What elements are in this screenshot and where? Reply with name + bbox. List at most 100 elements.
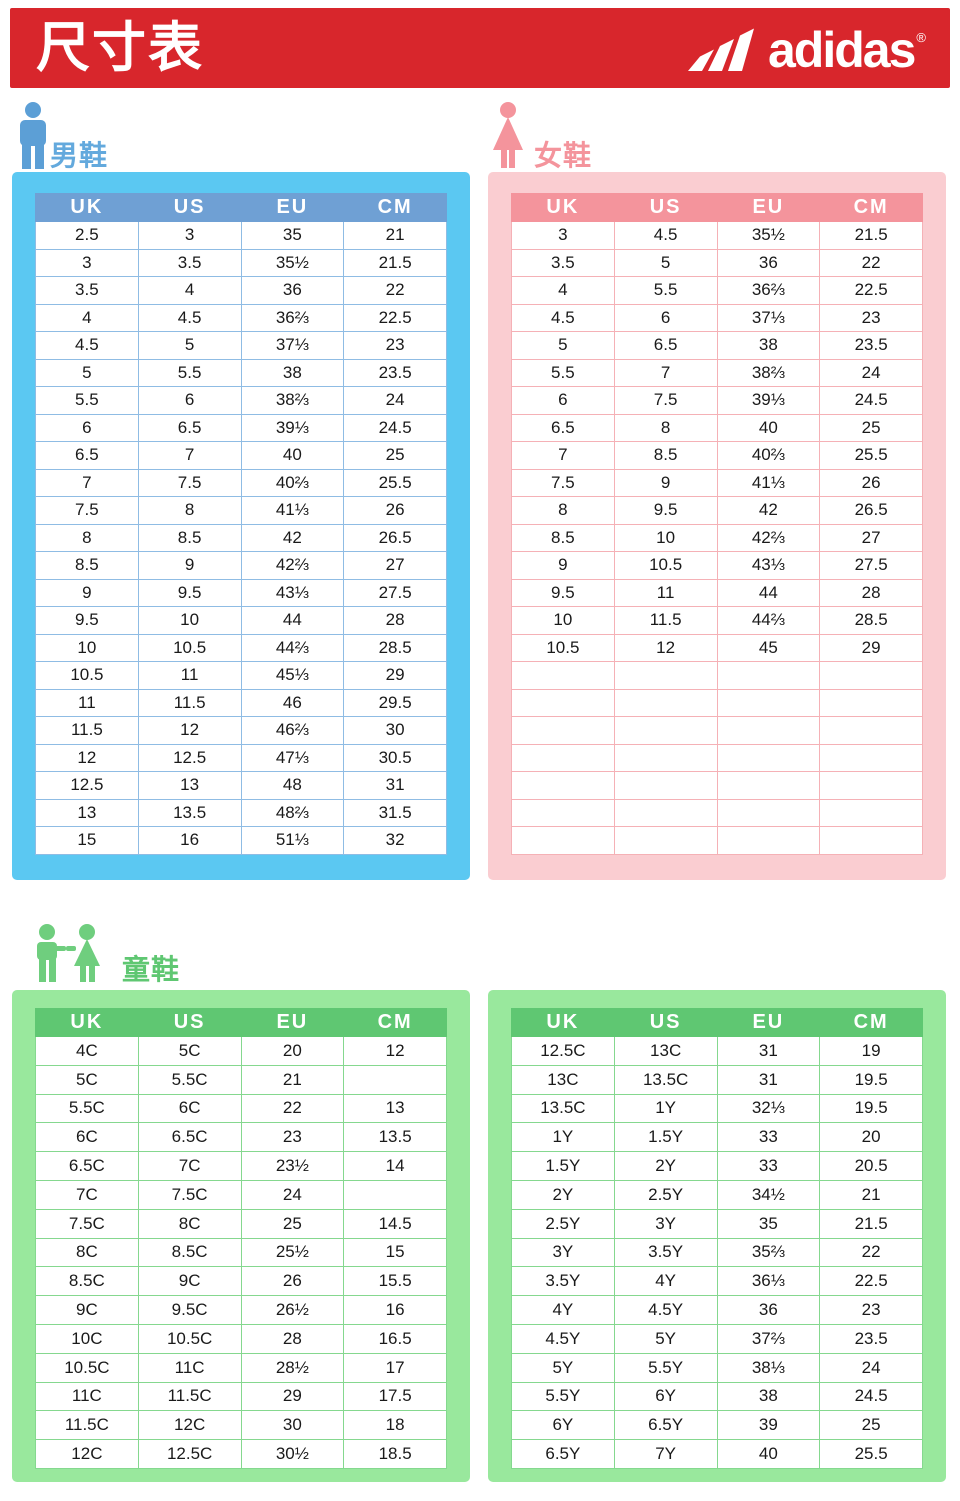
table-cell: 2.5 — [35, 221, 139, 250]
table-cell: 24.5 — [819, 386, 923, 415]
kids-left-table-header: UK US EU CM — [35, 1008, 447, 1037]
table-cell — [343, 1179, 447, 1210]
table-cell: 33 — [716, 1122, 821, 1153]
table-cell: 6 — [35, 413, 139, 442]
column-header: UK — [35, 1008, 139, 1037]
table-row: 6.5 8 40 25 — [511, 413, 923, 442]
header-banner: 尺寸表 adidas ® — [10, 8, 950, 88]
table-cell: 8.5 — [613, 441, 718, 470]
table-cell: 26 — [343, 496, 447, 525]
table-cell: 40 — [716, 413, 821, 442]
table-row: 8.5C 9C 26 15.5 — [35, 1266, 447, 1297]
table-cell: 7.5 — [511, 468, 615, 497]
table-cell: 13.5C — [613, 1064, 718, 1095]
men-size-table: UK US EU CM 2.5 3 35 21 3 3.5 35½ 21.5 3.5 4 36 22 4 4.5… — [35, 193, 447, 855]
table-cell: 28.5 — [343, 633, 447, 662]
table-cell: 28 — [819, 578, 923, 607]
table-row: 7 7.5 40⅔ 25.5 — [35, 468, 447, 497]
table-cell: 13 — [137, 771, 242, 800]
table-cell: 18 — [343, 1410, 447, 1441]
table-row: 5C 5.5C 21 — [35, 1064, 447, 1095]
table-cell — [819, 688, 923, 717]
table-row: 3 3.5 35½ 21.5 — [35, 248, 447, 277]
table-cell: 10 — [137, 606, 242, 635]
table-cell: 11.5 — [35, 716, 139, 745]
table-cell: 3Y — [613, 1208, 718, 1239]
table-cell — [613, 661, 718, 690]
table-cell: 9 — [511, 551, 615, 580]
table-cell: 23 — [240, 1122, 345, 1153]
table-cell: 24.5 — [343, 413, 447, 442]
column-header: CM — [343, 1008, 447, 1037]
table-row: 6.5C 7C 23½ 14 — [35, 1151, 447, 1181]
table-cell: 41⅓ — [240, 496, 345, 525]
table-cell: 16.5 — [343, 1323, 447, 1354]
table-row: 11.5 12 46⅔ 30 — [35, 716, 447, 745]
women-table-body: 3 4.5 35½ 21.5 3.5 5 36 22 4 5.5 36⅔ 22.5 4.5 6 37⅓ 23 5… — [511, 221, 923, 855]
table-cell: 16 — [137, 826, 242, 855]
table-row: 9.5 11 44 28 — [511, 578, 923, 607]
table-row: 2.5 3 35 21 — [35, 221, 447, 250]
table-cell: 12.5 — [137, 743, 242, 772]
table-cell: 3.5 — [137, 248, 242, 277]
column-header: EU — [240, 193, 345, 222]
table-row: 10C 10.5C 28 16.5 — [35, 1323, 447, 1354]
table-cell: 14 — [343, 1151, 447, 1181]
table-cell: 11C — [137, 1352, 242, 1383]
table-row: 10.5 11 45⅓ 29 — [35, 661, 447, 690]
table-cell: 4.5 — [137, 303, 242, 332]
table-row — [511, 688, 923, 717]
table-cell: 39 — [716, 1410, 821, 1441]
table-cell: 35½ — [716, 221, 821, 250]
column-header: CM — [819, 1008, 923, 1037]
table-cell: 5.5Y — [613, 1352, 718, 1383]
table-cell: 51⅓ — [240, 826, 345, 855]
table-cell: 3 — [137, 221, 242, 250]
kids-right-table-frame: UK US EU CM 12.5C 13C 31 19 13C 13.5C 31 19.5 13.5C… — [488, 990, 946, 1482]
table-cell: 19 — [819, 1036, 923, 1066]
men-table-body: 2.5 3 35 21 3 3.5 35½ 21.5 3.5 4 36 22 4 4.5 36⅔ 22.5 4.… — [35, 221, 447, 855]
table-cell: 10 — [613, 523, 718, 552]
table-row: 12.5 13 48 31 — [35, 771, 447, 800]
table-cell: 22 — [343, 276, 447, 305]
table-cell: 27 — [343, 551, 447, 580]
kids-right-size-table: UK US EU CM 12.5C 13C 31 19 13C 13.5C 31 19.5 13.5C… — [511, 1008, 923, 1469]
table-cell: 38 — [240, 358, 345, 387]
table-cell: 7 — [613, 358, 718, 387]
table-cell: 11C — [35, 1381, 139, 1412]
table-row: 5 6.5 38 23.5 — [511, 331, 923, 360]
table-row: 2.5Y 3Y 35 21.5 — [511, 1208, 923, 1239]
table-cell: 4.5Y — [613, 1295, 718, 1325]
table-cell — [511, 688, 615, 717]
table-cell — [613, 826, 718, 855]
table-row: 8 8.5 42 26.5 — [35, 523, 447, 552]
table-cell: 13C — [511, 1064, 615, 1095]
table-cell: 10.5 — [511, 633, 615, 662]
table-cell: 7C — [137, 1151, 242, 1181]
table-row: 12C 12.5C 30½ 18.5 — [35, 1439, 447, 1469]
table-cell: 37⅓ — [716, 303, 821, 332]
section-label-kids: 童鞋 — [122, 954, 181, 985]
table-cell: 9.5 — [511, 578, 615, 607]
table-row: 3.5 5 36 22 — [511, 248, 923, 277]
table-cell: 6.5Y — [613, 1410, 718, 1441]
table-cell: 7C — [35, 1179, 139, 1210]
table-row: 7.5C 8C 25 14.5 — [35, 1208, 447, 1239]
women-table-header: UK US EU CM — [511, 193, 923, 222]
table-cell: 37⅓ — [240, 331, 345, 360]
table-cell: 21.5 — [343, 248, 447, 277]
table-cell: 37⅔ — [716, 1323, 821, 1354]
table-row: 11 11.5 46 29.5 — [35, 688, 447, 717]
column-header: CM — [819, 193, 923, 222]
table-row: 4 4.5 36⅔ 22.5 — [35, 303, 447, 332]
table-cell: 4.5 — [613, 221, 718, 250]
table-cell — [511, 771, 615, 800]
table-cell: 22 — [819, 1237, 923, 1268]
table-cell: 9C — [35, 1295, 139, 1325]
column-header: CM — [343, 193, 447, 222]
table-cell: 26 — [240, 1266, 345, 1297]
table-cell: 11.5C — [35, 1410, 139, 1441]
table-cell: 17.5 — [343, 1381, 447, 1412]
table-cell: 31 — [716, 1064, 821, 1095]
table-cell: 20 — [819, 1122, 923, 1153]
